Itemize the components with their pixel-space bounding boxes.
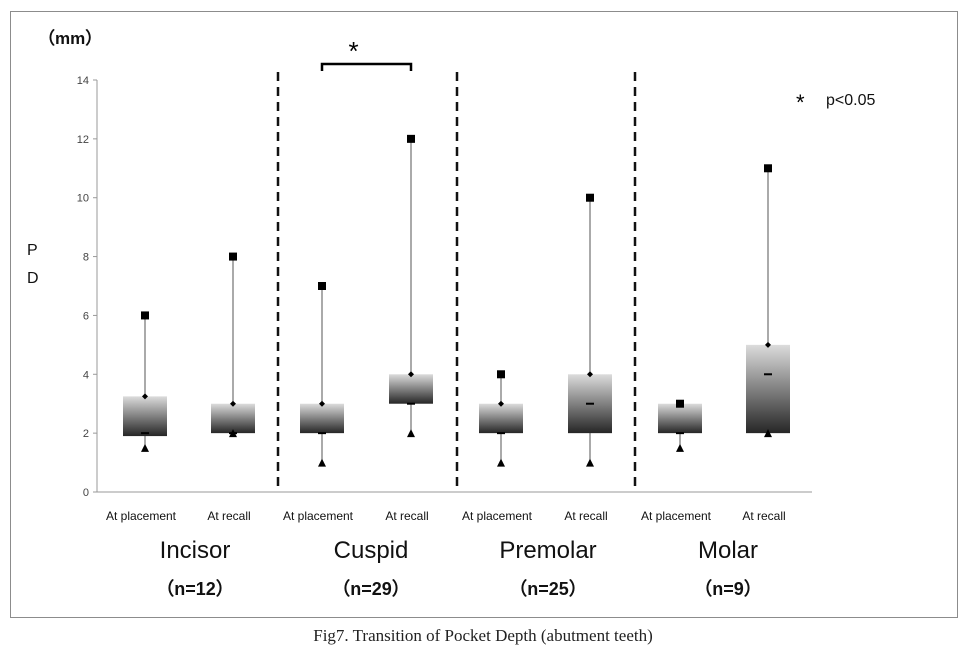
y-axis-label: D — [27, 270, 39, 287]
x-tick-label: At recall — [742, 509, 785, 523]
group-name-label: Molar — [698, 537, 758, 564]
box — [389, 374, 433, 404]
max-marker — [764, 164, 772, 173]
box — [746, 344, 790, 434]
y-tick-label: 0 — [83, 487, 89, 499]
x-tick-label: At placement — [462, 509, 533, 523]
box — [211, 403, 255, 434]
max-marker — [497, 370, 505, 379]
group-n-label: （n=9） — [694, 579, 762, 599]
min-marker — [497, 458, 505, 467]
x-tick-label: At recall — [564, 509, 607, 523]
legend-symbol: * — [796, 90, 805, 115]
y-tick-label: 4 — [83, 369, 89, 381]
group-n-label: （n=25） — [509, 579, 587, 599]
q3-marker — [587, 371, 593, 378]
x-tick-label: At placement — [106, 509, 177, 523]
y-tick-label: 12 — [77, 134, 89, 146]
min-marker — [764, 429, 772, 438]
max-marker — [318, 282, 326, 290]
max-marker — [229, 252, 237, 261]
q3-marker — [142, 393, 148, 400]
figure-caption: Fig7. Transition of Pocket Depth (abutme… — [313, 626, 653, 645]
q3-marker — [230, 400, 236, 407]
group-name-label: Premolar — [499, 537, 596, 564]
min-marker — [229, 429, 237, 438]
max-marker — [586, 193, 594, 202]
min-marker — [586, 458, 594, 467]
box — [658, 403, 702, 434]
y-unit-label: （mm） — [38, 28, 102, 48]
min-marker — [676, 443, 684, 452]
y-tick-label: 14 — [77, 75, 89, 87]
min-marker — [407, 429, 415, 438]
q3-marker — [765, 341, 771, 348]
significance-bracket — [320, 62, 413, 71]
y-tick-label: 6 — [83, 310, 89, 322]
y-tick-label: 10 — [77, 193, 89, 205]
y-tick-label: 8 — [83, 252, 89, 264]
x-tick-label: At placement — [641, 509, 712, 523]
q3-marker — [408, 371, 414, 378]
min-marker — [318, 458, 326, 467]
y-axis-label: P — [27, 242, 38, 259]
group-n-label: （n=29） — [332, 579, 410, 599]
group-name-label: Cuspid — [334, 537, 409, 564]
box — [300, 403, 344, 434]
figure-frame — [10, 11, 958, 618]
box — [479, 403, 523, 434]
group-n-label: （n=12） — [156, 579, 234, 599]
group-name-label: Incisor — [160, 537, 231, 564]
box — [123, 396, 167, 437]
max-marker — [141, 311, 149, 320]
q3-marker — [677, 400, 683, 407]
max-marker — [407, 134, 415, 143]
x-tick-label: At placement — [283, 509, 354, 523]
x-tick-label: At recall — [385, 509, 428, 523]
min-marker — [141, 443, 149, 452]
q3-marker — [319, 400, 325, 407]
significance-asterisk: * — [348, 36, 358, 66]
x-tick-label: At recall — [207, 509, 250, 523]
q3-marker — [498, 400, 504, 407]
y-tick-label: 2 — [83, 428, 89, 440]
legend-text: p<0.05 — [826, 92, 875, 109]
